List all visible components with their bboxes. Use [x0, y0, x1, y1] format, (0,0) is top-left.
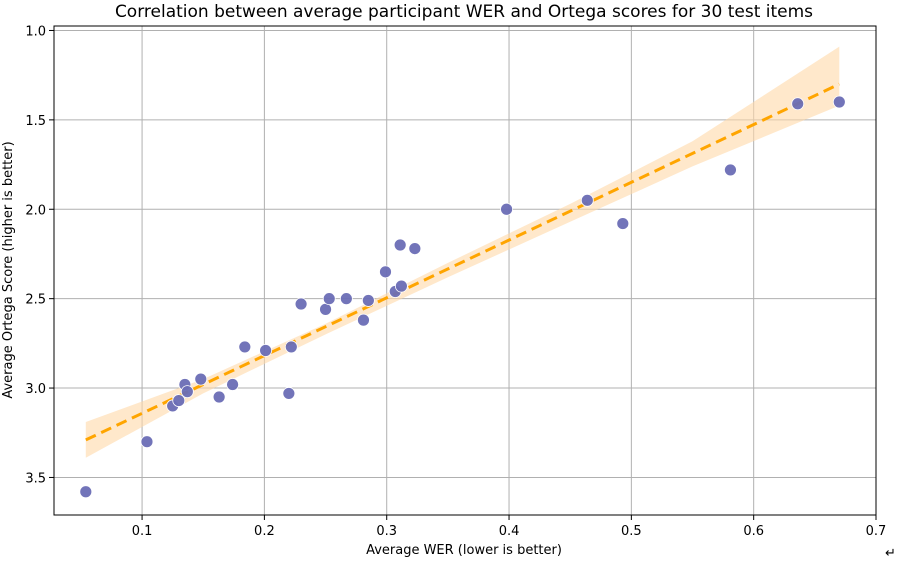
confidence-band-area [85, 46, 840, 458]
x-tick-label: 0.6 [743, 524, 764, 539]
scatter-point [322, 292, 336, 306]
scatter-point [238, 340, 252, 354]
scatter-point [259, 344, 273, 357]
regression-line-group [85, 82, 840, 442]
regression-line [85, 82, 840, 442]
scatter-point [724, 163, 737, 177]
confidence-band [85, 46, 840, 458]
y-tick-label: 3.5 [25, 471, 46, 486]
scatter-point [394, 279, 408, 293]
scatter-point [832, 95, 846, 109]
scatter-point [180, 385, 194, 399]
x-tick-label: 0.4 [499, 524, 520, 539]
scatter-point [294, 297, 308, 311]
scatter-point [226, 378, 239, 391]
scatter-point [140, 435, 154, 449]
x-tick-label: 0.2 [254, 524, 275, 539]
scatter-point [580, 193, 594, 207]
y-tick-label: 2.0 [25, 203, 46, 218]
scatter-point [172, 394, 186, 407]
x-axis-ticks: 0.1 0.2 0.3 0.4 0.5 0.6 0.7 [132, 515, 887, 539]
scatter-point [212, 390, 226, 404]
scatter-point [379, 265, 392, 279]
grid-lines [54, 26, 877, 515]
scatter-point [284, 340, 298, 354]
y-tick-label: 2.5 [25, 293, 46, 308]
chart-title: Correlation between average participant … [115, 2, 813, 22]
x-tick-label: 0.1 [132, 524, 153, 539]
scatter-point [357, 313, 370, 327]
corner-mark: ↵ [885, 546, 896, 561]
scatter-point [319, 302, 332, 316]
scatter-point [361, 294, 375, 307]
x-axis-label: Average WER (lower is better) [366, 543, 562, 558]
scatter-point [79, 485, 93, 499]
x-tick-label: 0.5 [621, 524, 642, 539]
scatter-point [616, 217, 630, 230]
scatter-point [500, 202, 513, 216]
y-tick-label: 3.0 [25, 382, 46, 397]
x-tick-label: 0.7 [866, 524, 887, 539]
y-axis-ticks: 1.0 1.5 2.0 2.5 3.0 3.5 [25, 24, 54, 486]
scatter-point [339, 292, 353, 306]
plot-frame [53, 25, 877, 516]
scatter-point [791, 97, 805, 111]
scatter-point [408, 242, 422, 255]
x-tick-label: 0.3 [376, 524, 397, 539]
y-tick-label: 1.0 [25, 24, 46, 39]
data-points [79, 95, 846, 499]
scatter-point [194, 372, 208, 386]
y-axis-label: Average Ortega Score (higher is better) [1, 141, 16, 398]
scatter-point [393, 238, 407, 252]
scatter-point [282, 387, 296, 400]
y-tick-label: 1.5 [25, 114, 46, 129]
